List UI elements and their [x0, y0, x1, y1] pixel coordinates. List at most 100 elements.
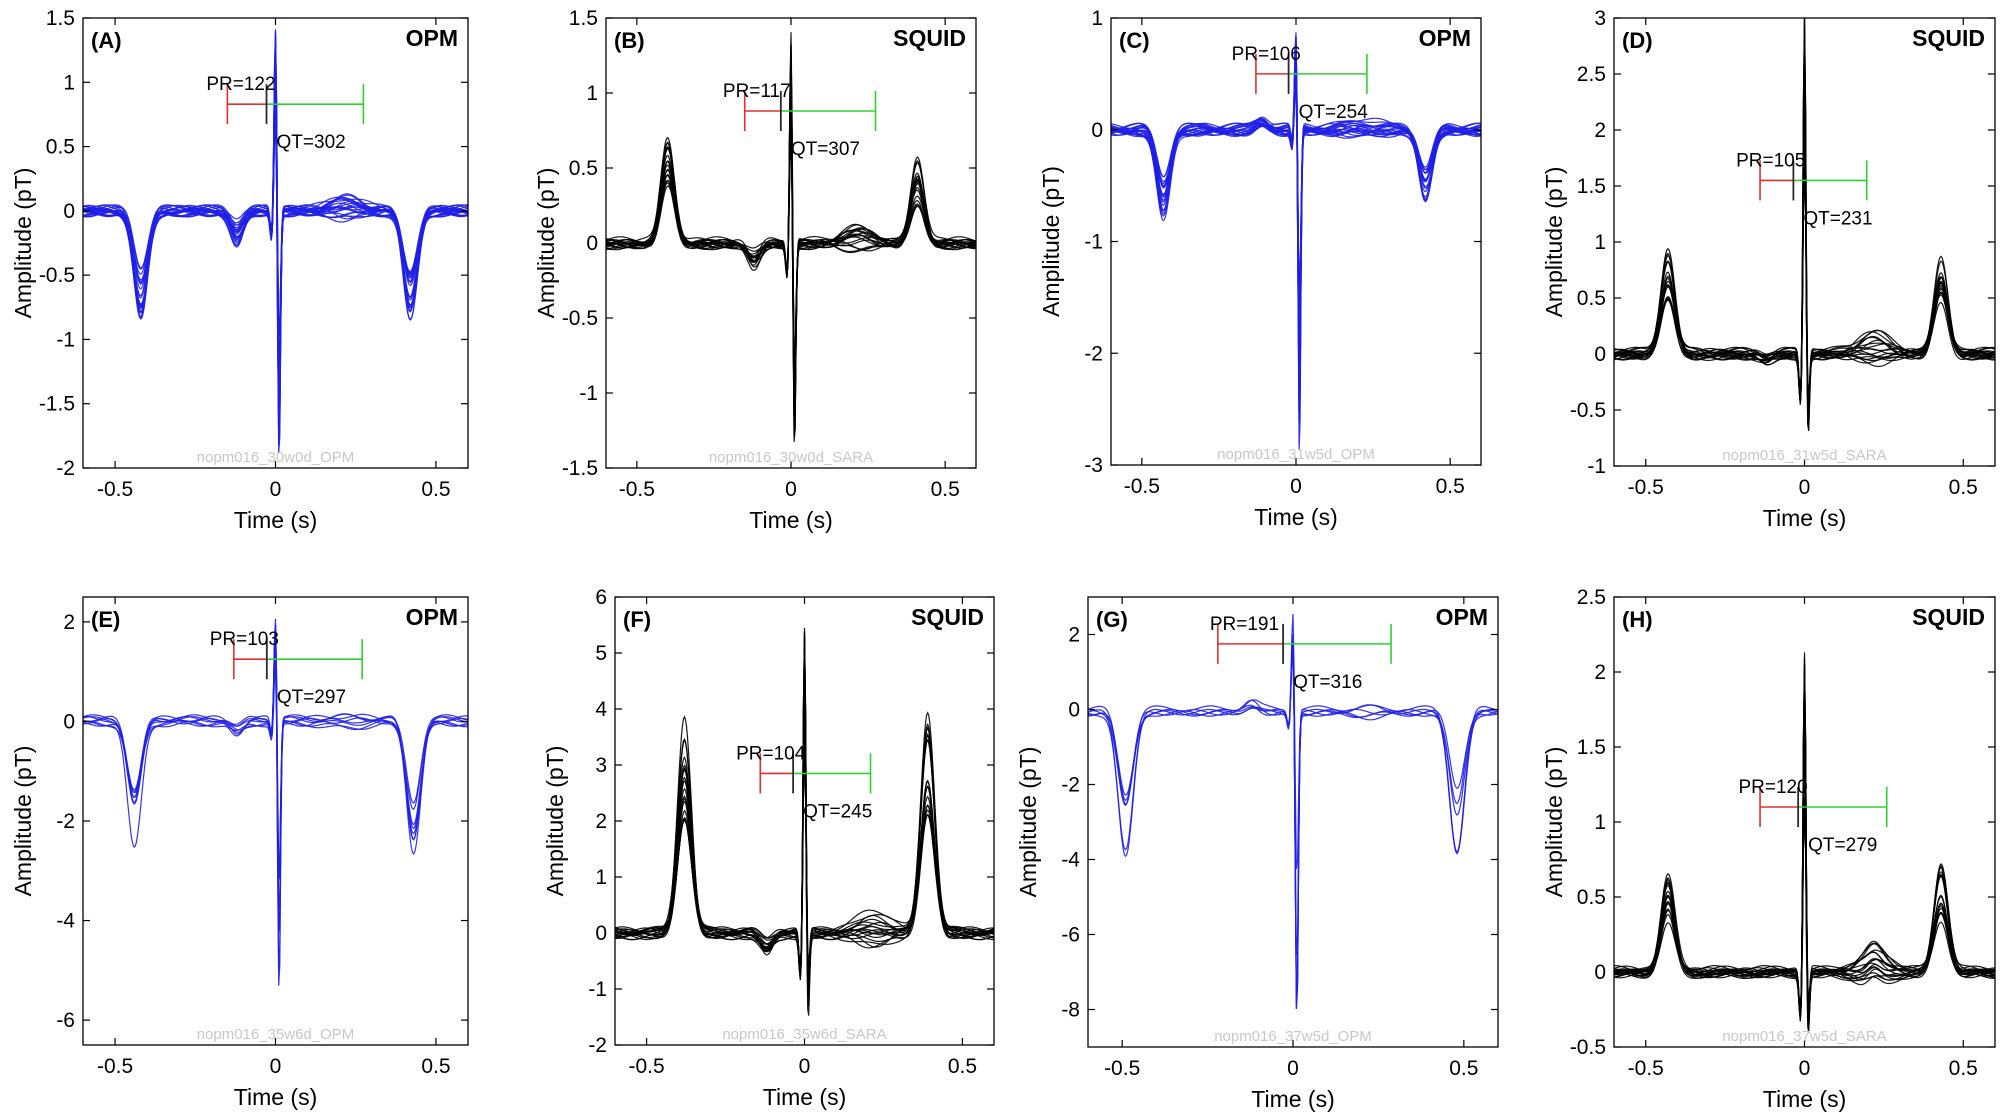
panel-B: -1.5 -1 -0.5 0 0.5 1 1.5 -0.5 0 0.5 Time (s) Amplit…: [533, 7, 977, 533]
panel-label: (C): [1119, 28, 1150, 53]
trace-line: [615, 679, 994, 994]
y-tick-label: 0: [586, 232, 598, 255]
y-tick-label: 1: [586, 82, 598, 105]
x-tick-label: -0.5: [1124, 475, 1160, 498]
x-tick-label: 0: [799, 1055, 811, 1078]
x-tick-label: -0.5: [1628, 476, 1664, 499]
y-tick-label: 3: [1594, 7, 1606, 30]
panel-H: -0.5 0 0.5 1 1.5 2 2.5 -0.5 0 0.5 Time (s) Amplitud…: [1541, 586, 1996, 1112]
traces-C: [1111, 32, 1481, 450]
x-tick-label: 0.5: [1436, 475, 1465, 498]
trace-line: [1614, 111, 1995, 431]
traces-E: [83, 618, 468, 986]
y-tick-label: -6: [56, 1009, 75, 1032]
y-tick-label: 1: [1594, 811, 1606, 834]
qt-label: QT=254: [1299, 102, 1369, 123]
y-tick-label: 1: [595, 866, 607, 889]
x-tick-label: 0.5: [421, 1055, 450, 1078]
y-tick-label: -4: [1061, 849, 1080, 872]
panel-label: (H): [1622, 607, 1653, 632]
panel-C: -3 -2 -1 0 1 -0.5 0 0.5 Time (s) Amplitude (pT) (C…: [1038, 7, 1482, 530]
y-tick-label: 0: [1594, 961, 1606, 984]
trace-line: [1614, 18, 1995, 422]
y-axis-label: Amplitude (pT): [533, 168, 559, 319]
y-tick-label: 1: [1594, 231, 1606, 254]
pr-label: PR=106: [1232, 44, 1301, 65]
modality-label: OPM: [406, 604, 458, 630]
pr-label: PR=122: [206, 74, 275, 95]
y-tick-label: 1.5: [46, 7, 75, 30]
panel-label: (F): [623, 607, 651, 632]
y-tick-label: -1: [56, 328, 75, 351]
panel-label: (D): [1622, 28, 1653, 53]
y-tick-label: -1: [579, 382, 598, 405]
y-tick-label: -2: [56, 810, 75, 833]
traces-H: [1614, 652, 1995, 1033]
x-tick-label: 0: [270, 1055, 282, 1078]
x-tick-label: -0.5: [97, 1055, 133, 1078]
y-tick-label: -2: [1084, 342, 1103, 365]
y-tick-label: 1.5: [1577, 175, 1606, 198]
y-tick-label: -1.5: [39, 393, 75, 416]
trace-line: [1111, 59, 1481, 340]
watermark: nopm016_31w5d_OPM: [1217, 446, 1375, 463]
x-axis-label: Time (s): [749, 507, 832, 533]
x-tick-label: 0.5: [1449, 1057, 1478, 1080]
y-tick-label: -8: [1061, 999, 1080, 1022]
panel-F: -2 -1 0 1 2 3 4 5 6 -0.5 0 0.5 Time (s) Amplitude (pT…: [542, 586, 995, 1110]
trace-line: [1088, 642, 1498, 1009]
y-tick-label: -6: [1061, 924, 1080, 947]
y-tick-label: 0: [1594, 343, 1606, 366]
y-tick-label: 0.5: [46, 136, 75, 159]
qt-label: QT=231: [1803, 208, 1872, 229]
modality-label: SQUID: [893, 25, 966, 51]
y-tick-label: -0.5: [1570, 1036, 1606, 1059]
trace-line: [1088, 641, 1498, 1010]
x-tick-label: -0.5: [97, 478, 133, 501]
watermark: nopm016_30w0d_OPM: [197, 449, 355, 466]
traces-B: [606, 32, 976, 443]
traces-G: [1088, 613, 1498, 1010]
trace-line: [83, 624, 468, 880]
y-tick-label: -1: [588, 978, 607, 1001]
x-tick-label: -0.5: [619, 478, 655, 501]
trace-line: [83, 38, 468, 357]
trace-line: [606, 32, 976, 358]
panel-G: -8 -6 -4 -2 0 2 -0.5 0 0.5 Time (s) Amplitude (pT)…: [1015, 596, 1499, 1112]
trace-line: [1614, 664, 1995, 1029]
y-tick-label: -2: [588, 1034, 607, 1057]
y-tick-label: 3: [595, 754, 607, 777]
y-tick-label: 5: [595, 642, 607, 665]
y-tick-label: 1.5: [569, 7, 598, 30]
pr-label: PR=117: [723, 81, 791, 102]
x-tick-label: 0.5: [1949, 1057, 1978, 1080]
modality-label: SQUID: [911, 604, 984, 630]
trace-line: [83, 68, 468, 356]
panel-D: -1 -0.5 0 0.5 1 1.5 2 2.5 3 -0.5 0 0.5 Time (s) Ampli…: [1541, 7, 1996, 531]
y-axis-label: Amplitude (pT): [1541, 747, 1567, 898]
pr-label: PR=191: [1210, 614, 1279, 635]
x-axis-label: Time (s): [1763, 1086, 1846, 1112]
y-tick-label: 2.5: [1577, 63, 1606, 86]
y-axis-label: Amplitude (pT): [10, 746, 36, 897]
pr-label: PR=105: [1736, 150, 1805, 171]
x-tick-label: 0.5: [1949, 476, 1978, 499]
panel-label: (G): [1096, 607, 1128, 632]
watermark: nopm016_35w6d_OPM: [197, 1026, 355, 1043]
x-tick-label: 0: [1287, 1057, 1299, 1080]
y-tick-label: 0: [1091, 119, 1103, 142]
y-tick-label: 2: [595, 810, 607, 833]
qt-label: QT=245: [803, 801, 872, 822]
watermark: nopm016_30w0d_SARA: [709, 449, 873, 466]
x-axis-label: Time (s): [1763, 505, 1846, 531]
x-tick-label: -0.5: [628, 1055, 664, 1078]
qt-label: QT=302: [277, 132, 346, 153]
trace-line: [1088, 613, 1498, 869]
modality-label: OPM: [406, 25, 458, 51]
x-tick-label: 0: [1799, 476, 1811, 499]
y-tick-label: -4: [56, 910, 75, 933]
x-axis-label: Time (s): [1251, 1086, 1334, 1112]
trace-line: [615, 738, 994, 979]
y-tick-label: -1.5: [562, 457, 598, 480]
